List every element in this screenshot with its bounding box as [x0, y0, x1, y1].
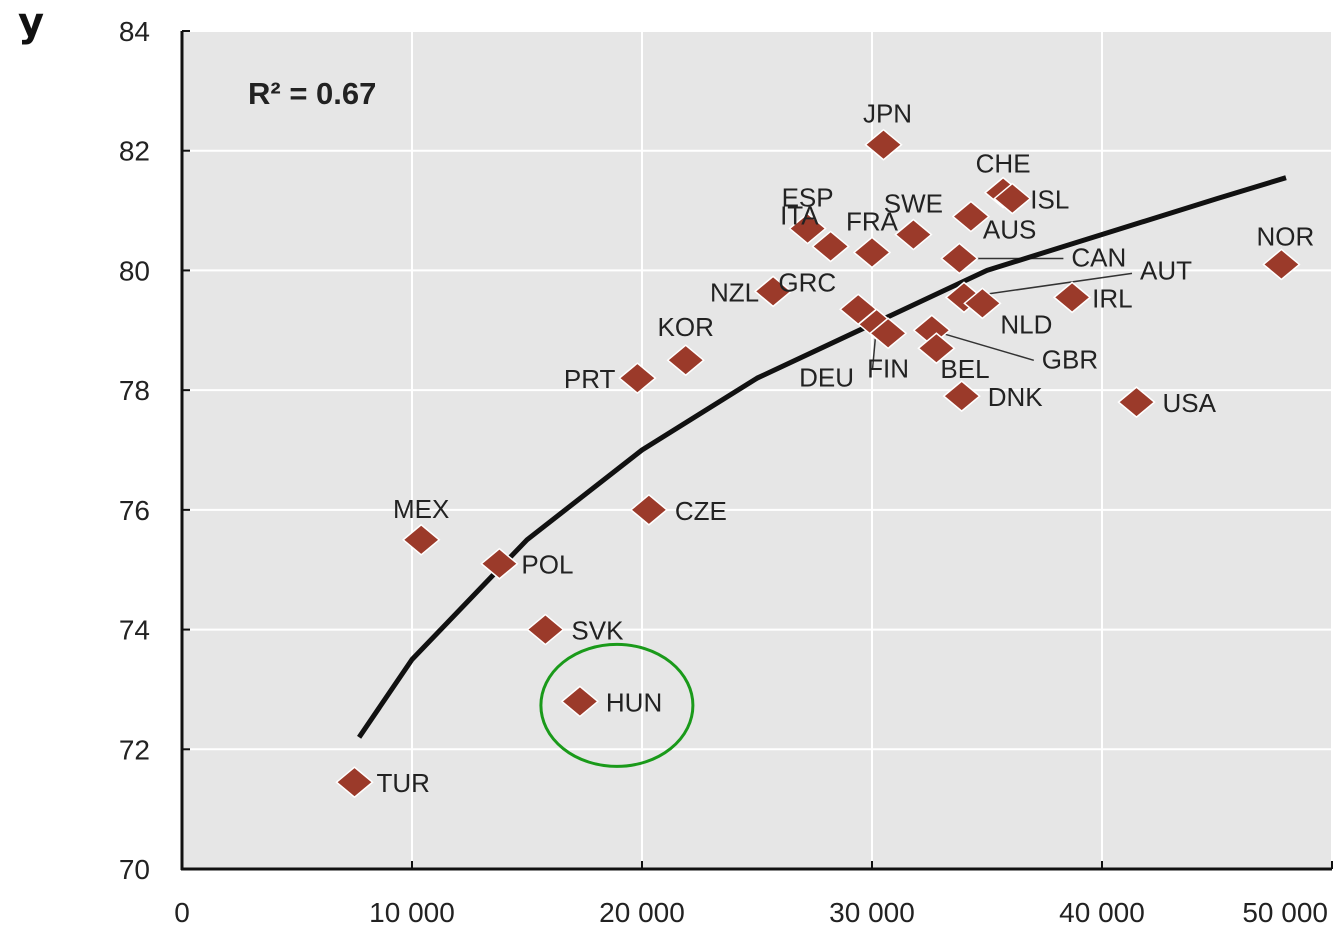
axes — [180, 30, 1333, 871]
x-tick-label: 40 000 — [1059, 897, 1145, 928]
point-label-kor: KOR — [658, 312, 714, 342]
x-tick-label: 10 000 — [369, 897, 455, 928]
x-tick-label: 50 000 — [1242, 897, 1328, 928]
point-label-ita: ITA — [780, 200, 819, 230]
marker-fra — [852, 236, 892, 269]
y-tick-label: 82 — [119, 136, 150, 167]
marker-tur — [335, 766, 374, 799]
point-label-grc: GRC — [778, 267, 836, 297]
marker-can — [940, 242, 979, 275]
marker-kor — [666, 344, 705, 377]
marker-mex — [402, 523, 441, 556]
marker-prt — [618, 362, 657, 395]
point-label-che: CHE — [976, 149, 1031, 179]
y-tick-label: 70 — [119, 854, 150, 885]
marker-nor — [1262, 248, 1301, 281]
point-label-aut: AUT — [1140, 255, 1192, 285]
marker-isl — [993, 182, 1032, 215]
point-label-nld: NLD — [1000, 309, 1052, 339]
marker-swe — [894, 218, 933, 251]
marker-svk — [526, 613, 565, 646]
trend-curve — [357, 175, 1287, 739]
highlight-circle — [539, 642, 695, 768]
point-label-cze: CZE — [675, 496, 727, 526]
y-tick-label: 80 — [119, 255, 150, 286]
point-label-aus: AUS — [983, 215, 1036, 245]
leader-line-gbr — [931, 329, 1035, 362]
marker-hun — [560, 685, 600, 718]
marker-jpn — [864, 128, 903, 161]
r-squared-annotation: R² = 0.67 — [248, 76, 376, 111]
marker-usa — [1117, 386, 1156, 419]
point-label-isl: ISL — [1030, 185, 1069, 215]
point-label-bel: BEL — [940, 354, 989, 384]
y-tick-label: 74 — [119, 615, 150, 646]
marker-esp — [788, 212, 827, 245]
marker-dnk — [942, 380, 981, 413]
marker-nzl — [753, 275, 793, 308]
point-label-hun: HUN — [606, 687, 662, 717]
point-label-prt: PRT — [564, 364, 616, 394]
y-tick-label: 76 — [119, 495, 150, 526]
y-axis-title: y — [18, 0, 45, 46]
marker-fin — [868, 317, 908, 350]
marker-ita — [811, 230, 850, 263]
point-label-esp: ESP — [782, 183, 834, 213]
point-label-deu: DEU — [799, 362, 854, 392]
point-label-pol: POL — [521, 550, 573, 580]
leader-line-aut — [963, 272, 1133, 299]
point-label-can: CAN — [1071, 242, 1126, 272]
marker-aus — [951, 200, 991, 233]
y-tick-label: 72 — [119, 734, 150, 765]
marker-irl — [1052, 281, 1092, 314]
point-label-jpn: JPN — [863, 99, 912, 129]
point-label-fin: FIN — [867, 353, 909, 383]
y-tick-label: 84 — [119, 16, 150, 47]
tick-labels: 70 72 74 76 78 80 82 84 0 10 000 20 000 30 000 40 00… — [119, 16, 1328, 928]
point-label-gbr: GBR — [1042, 344, 1098, 374]
point-label-tur: TUR — [377, 768, 430, 798]
plot-area — [182, 31, 1332, 869]
point-label-usa: USA — [1163, 388, 1217, 418]
point-label-svk: SVK — [571, 616, 624, 646]
marker-pol — [480, 547, 519, 580]
data-markers — [335, 128, 1301, 799]
y-tick-label: 78 — [119, 375, 150, 406]
point-label-nor: NOR — [1257, 221, 1315, 251]
point-label-mex: MEX — [393, 494, 449, 524]
point-label-nzl: NZL — [710, 277, 759, 307]
point-label-dnk: DNK — [988, 382, 1044, 412]
marker-nld — [963, 287, 1002, 320]
x-tick-label: 0 — [174, 897, 190, 928]
marker-bel — [917, 332, 956, 365]
x-tick-label: 30 000 — [829, 897, 915, 928]
x-tick-label: 20 000 — [599, 897, 685, 928]
marker-cze — [629, 493, 669, 526]
point-label-irl: IRL — [1092, 283, 1132, 313]
point-label-swe: SWE — [884, 189, 943, 219]
point-label-fra: FRA — [846, 206, 899, 236]
